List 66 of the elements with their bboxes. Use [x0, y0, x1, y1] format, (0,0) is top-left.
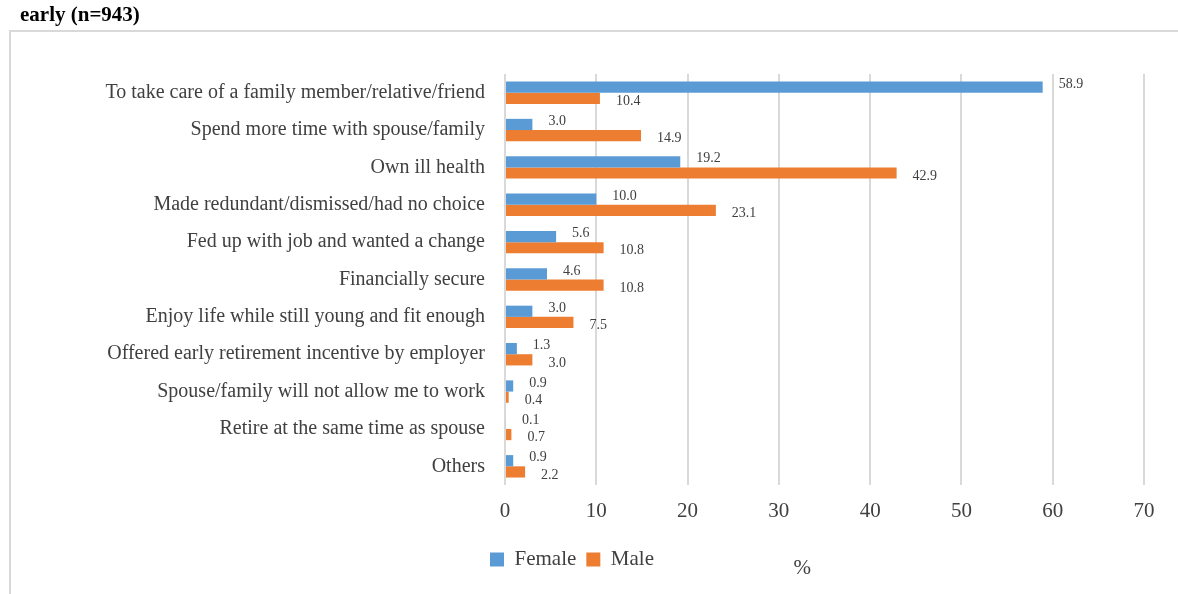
bar [506, 242, 604, 254]
data-label: 2.2 [541, 466, 559, 482]
bar [506, 81, 1043, 93]
y-tick-label: Others [431, 453, 486, 476]
y-tick-label: Made redundant/dismissed/had no choice [153, 192, 486, 215]
y-tick-label: Financially secure [338, 266, 486, 290]
bar [506, 279, 604, 291]
bar [506, 167, 897, 179]
bar [506, 354, 533, 366]
y-tick-label: Own ill health [370, 154, 485, 177]
data-label: 7.5 [589, 317, 607, 333]
bar [506, 118, 533, 131]
text: early (n=943) [20, 2, 140, 27]
bar [506, 230, 557, 243]
y-tick-label: To take care of a family member/relative/friend [105, 79, 485, 103]
bar [506, 466, 526, 478]
data-label: 14.9 [657, 130, 682, 146]
y-tick-label: Spouse/family will not allow me to work [157, 378, 485, 402]
data-label: 5.6 [572, 225, 590, 241]
bar [506, 391, 509, 403]
legend-label: Female [514, 546, 577, 571]
x-tick-label: 10 [585, 498, 607, 523]
data-label: 19.2 [696, 150, 721, 166]
bar [506, 305, 533, 317]
data-label: 58.9 [1058, 75, 1084, 91]
data-label: 42.9 [912, 167, 938, 183]
x-tick-label: 0 [499, 498, 511, 523]
y-tick-label: Enjoy life while still young and fit enough [145, 304, 485, 328]
y-tick-label: Retire at the same time as spouse [219, 416, 486, 440]
bar [506, 204, 716, 216]
x-tick-label: 70 [1133, 498, 1155, 523]
data-label: 1.3 [532, 337, 551, 353]
x-axis-title: % [793, 554, 811, 579]
x-tick-label: 40 [859, 498, 881, 523]
bar [506, 455, 514, 467]
data-label: 10.8 [619, 279, 645, 295]
data-label: 0.9 [529, 374, 547, 390]
bar [506, 268, 547, 280]
data-label: 10.8 [619, 242, 645, 258]
y-tick-label: Fed up with job and wanted a change [186, 229, 486, 253]
bar [506, 193, 597, 205]
data-label: 0.9 [529, 449, 547, 465]
bar [506, 428, 512, 441]
data-label: 0.7 [527, 429, 545, 445]
x-tick-label: 20 [677, 498, 699, 523]
x-tick-label: 60 [1042, 498, 1064, 523]
data-label: 23.1 [731, 205, 757, 221]
data-label: 3.0 [548, 299, 566, 315]
x-tick-label: 50 [950, 498, 972, 523]
data-label: 3.0 [548, 354, 566, 370]
bar [506, 343, 517, 355]
legend-label: Male [610, 546, 654, 571]
bar [506, 316, 574, 329]
data-label: 4.6 [562, 262, 581, 278]
data-label: 0.1 [521, 412, 540, 428]
data-label: 0.4 [524, 391, 543, 407]
bar [506, 156, 681, 168]
y-tick-label: Offered early retirement incentive by employer [107, 341, 486, 365]
x-tick-label: 30 [768, 498, 790, 523]
data-label: 10.4 [615, 92, 641, 108]
bar [506, 380, 514, 392]
data-label: 3.0 [548, 113, 566, 129]
data-label: 10.0 [612, 187, 637, 203]
bar [506, 130, 642, 142]
bar [506, 92, 600, 104]
y-tick-label: Spend more time with spouse/family [190, 117, 485, 141]
